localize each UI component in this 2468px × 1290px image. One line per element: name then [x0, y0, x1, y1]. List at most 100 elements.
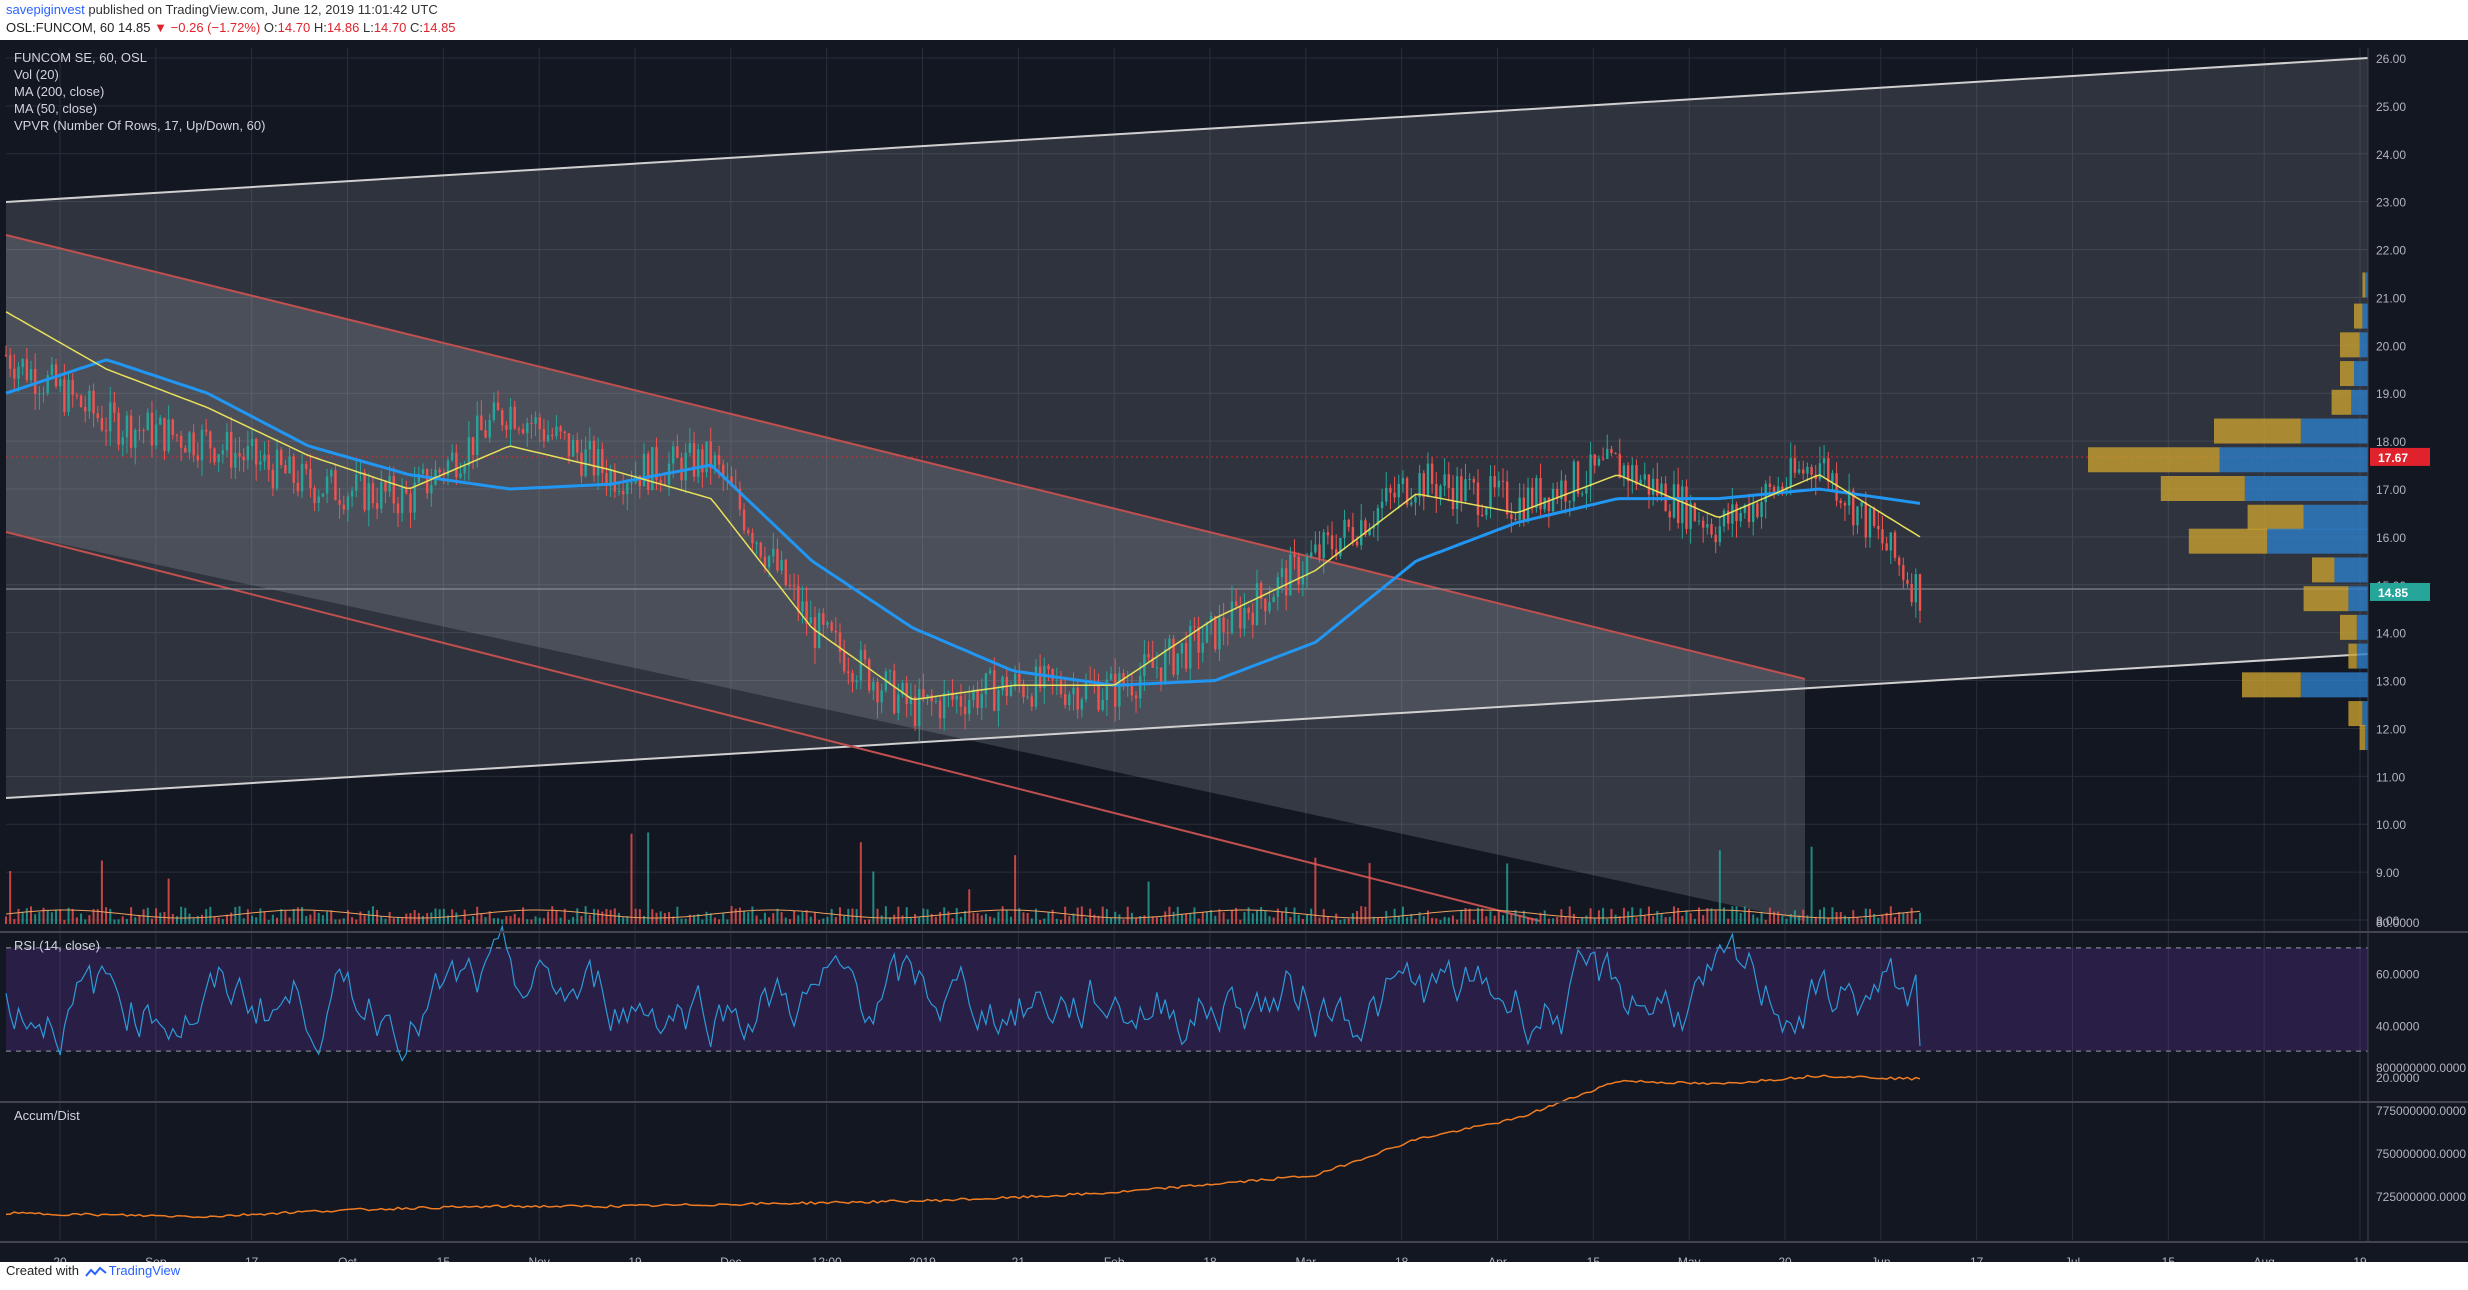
volume-bar: [38, 911, 41, 924]
candle-body: [1239, 606, 1242, 629]
volume-bar: [1798, 915, 1801, 924]
candle-body: [993, 670, 996, 711]
volume-bar: [1522, 910, 1525, 924]
volume-bar: [421, 915, 424, 924]
volume-bar: [230, 912, 233, 924]
volume-bar: [1556, 917, 1559, 924]
candle-body: [129, 415, 133, 448]
volume-bar: [1155, 917, 1158, 924]
volume-bar: [1360, 906, 1363, 924]
volume-bar: [67, 907, 70, 924]
candle-body: [325, 476, 329, 494]
volume-bar: [1622, 907, 1625, 924]
volume-bar: [317, 912, 320, 924]
candle-body: [125, 415, 129, 438]
candle-body: [1013, 673, 1017, 687]
price-tick-label: 19.00: [2376, 387, 2406, 401]
candle-body: [1309, 552, 1313, 557]
candle-body: [342, 504, 345, 510]
candle-body: [805, 601, 808, 624]
candle-body: [1193, 626, 1196, 628]
volume-bar: [588, 915, 591, 924]
candle-body: [1585, 486, 1588, 494]
volume-bar: [601, 911, 604, 924]
low-label: L:: [362, 20, 374, 35]
volume-bar: [530, 919, 533, 924]
volume-bar: [680, 918, 683, 924]
candle-body: [1793, 458, 1797, 473]
volume-bar: [1239, 919, 1242, 924]
candle-body: [1293, 554, 1296, 557]
x-tick-label: Mar: [1295, 1255, 1316, 1262]
volume-bar: [947, 911, 950, 924]
volume-bar: [1777, 911, 1780, 924]
volume-bar: [142, 909, 145, 924]
volume-bar: [930, 914, 933, 924]
desc-channel-bottom: [5, 531, 1541, 922]
candle-body: [46, 375, 49, 394]
tradingview-logo-icon: [84, 1266, 107, 1277]
volume-bar: [1919, 912, 1921, 924]
price-tick-label: 22.00: [2376, 244, 2406, 258]
publish-header: savepiginvest published on TradingView.c…: [6, 2, 438, 17]
candle-body: [350, 490, 354, 497]
candle-body: [17, 367, 20, 379]
vpvr-down-bar: [2354, 303, 2363, 329]
candle-body: [1297, 556, 1300, 585]
volume-bar: [1410, 914, 1413, 924]
candle-body: [392, 475, 396, 504]
volume-bar: [292, 908, 295, 924]
candle-body: [813, 617, 817, 648]
candle-body: [484, 430, 487, 438]
candle-body: [1818, 463, 1822, 480]
chart-canvas[interactable]: 26.00 25.00 24.00 23.00 22.00 21.00 20.00 19.00…: [0, 40, 2468, 1262]
candle-body: [692, 443, 696, 477]
volume-bar: [271, 914, 274, 924]
candle-body: [855, 680, 858, 683]
ad-tick-label: 750000000.0000: [2376, 1147, 2466, 1161]
tradingview-link[interactable]: TradingView: [108, 1263, 181, 1278]
vpvr-down-bar: [2359, 725, 2366, 751]
candle-body: [1209, 615, 1213, 623]
candle-body: [188, 432, 191, 453]
volume-bar: [897, 906, 900, 924]
candle-body: [400, 487, 404, 514]
volume-bar: [1535, 918, 1538, 924]
candle-body: [1505, 481, 1509, 515]
volume-bar: [822, 918, 825, 924]
candle-body: [1472, 479, 1476, 483]
volume-bar: [242, 918, 245, 924]
volume-bar: [1731, 906, 1734, 924]
candle-body: [1063, 694, 1067, 705]
volume-bar: [1289, 917, 1292, 924]
candle-body: [417, 473, 421, 483]
volume-bar: [513, 913, 516, 924]
candle-body: [596, 448, 600, 476]
volume-bar: [914, 913, 917, 924]
volume-bar: [884, 906, 887, 924]
candle-body: [1535, 478, 1538, 508]
candle-body: [1485, 508, 1488, 516]
vpvr-up-bar: [2351, 389, 2368, 415]
volume-bar: [376, 909, 379, 924]
volume-bar: [117, 919, 120, 924]
volume-bar: [1164, 911, 1167, 924]
volume-bar: [697, 913, 700, 924]
volume-bar: [547, 911, 550, 924]
volume-bar: [1893, 917, 1896, 924]
volume-bar: [676, 906, 679, 924]
candle-body: [867, 659, 871, 691]
vpvr-up-bar: [2356, 614, 2368, 640]
candle-body: [292, 456, 295, 483]
volume-bar: [159, 912, 162, 924]
ad-tick-label: 800000000.0000: [2376, 1061, 2466, 1075]
candle-body: [1301, 575, 1305, 585]
candle-body: [1068, 694, 1071, 705]
volume-bar: [1272, 917, 1275, 924]
volume-bar: [1047, 912, 1050, 924]
candle-body: [792, 585, 796, 587]
candle-body: [117, 412, 120, 445]
author-link[interactable]: savepiginvest: [6, 2, 85, 17]
volume-bar: [1793, 910, 1796, 924]
volume-bar: [221, 919, 224, 924]
